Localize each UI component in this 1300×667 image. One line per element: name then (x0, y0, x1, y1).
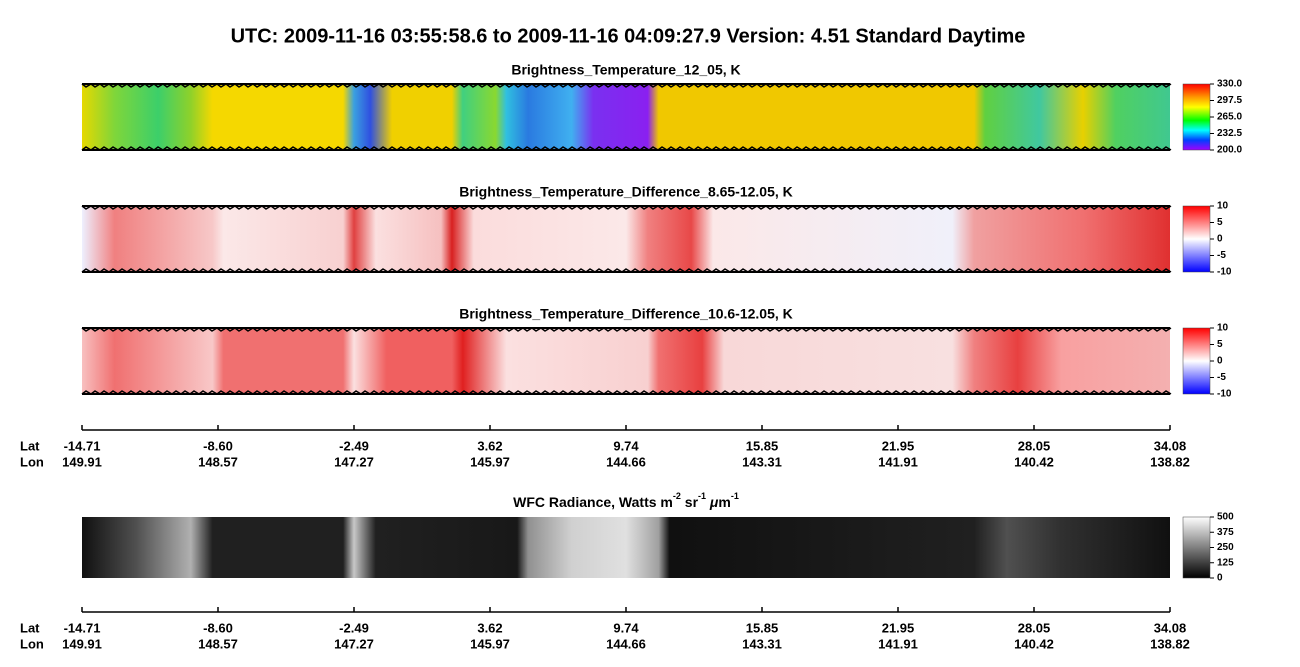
lat-label: 28.05 (1018, 438, 1051, 453)
lat-label: -2.49 (339, 620, 369, 635)
colorbar (1182, 83, 1211, 151)
colorbar-tick-label: 330.0 (1217, 79, 1242, 90)
panel-image (82, 206, 1170, 272)
lat-label: -14.71 (64, 438, 101, 453)
colorbar (1182, 516, 1211, 579)
lat-label: -14.71 (64, 620, 101, 635)
lon-label: 145.97 (470, 636, 510, 651)
colorbar-tick-label: 10 (1217, 201, 1229, 212)
colorbar-tick-label: 250 (1217, 542, 1234, 553)
colorbar-tick-label: 5 (1217, 217, 1223, 228)
lon-label: 148.57 (198, 454, 238, 469)
colorbar-tick-label: 232.5 (1217, 128, 1242, 139)
panel-title: Brightness_Temperature_Difference_8.65-1… (459, 184, 793, 200)
lon-label: 141.91 (878, 454, 918, 469)
lon-label: 147.27 (334, 636, 374, 651)
title-part: WFC Radiance, Watts m (513, 494, 673, 510)
title-part: sr (681, 494, 699, 510)
lat-label: 21.95 (882, 438, 915, 453)
title-part: m (718, 494, 730, 510)
axis-label: Lat (20, 438, 40, 453)
colorbar-tick-label: 200.0 (1217, 145, 1242, 156)
colorbar-tick-label: 500 (1217, 512, 1234, 523)
colorbar-tick-label: -5 (1217, 250, 1226, 261)
lat-label: 21.95 (882, 620, 915, 635)
lon-label: 143.31 (742, 454, 782, 469)
lon-label: 149.91 (62, 636, 102, 651)
title-part: -1 (731, 491, 739, 501)
lon-label: 147.27 (334, 454, 374, 469)
colorbar (1182, 327, 1211, 395)
figure-title: UTC: 2009-11-16 03:55:58.6 to 2009-11-16… (231, 25, 1026, 47)
lon-label: 143.31 (742, 636, 782, 651)
colorbar-tick-label: 375 (1217, 527, 1234, 538)
lat-label: 34.08 (1154, 438, 1187, 453)
colorbar (1182, 205, 1211, 273)
frame-edge (81, 390, 1172, 395)
lon-label: 138.82 (1150, 454, 1190, 469)
lat-label: 15.85 (746, 438, 779, 453)
frame-edge (81, 83, 1172, 88)
lon-label: 138.82 (1150, 636, 1190, 651)
lat-label: -8.60 (203, 620, 233, 635)
colorbar-tick-label: 265.0 (1217, 112, 1242, 123)
title-part: μ (709, 494, 719, 510)
lon-label: 145.97 (470, 454, 510, 469)
colorbar-tick-label: -10 (1217, 267, 1232, 278)
colorbar-tick-label: -5 (1217, 372, 1226, 383)
lon-label: 141.91 (878, 636, 918, 651)
panel-title: WFC Radiance, Watts m-2 sr-1 μm-1 (513, 491, 739, 509)
colorbar-tick-label: 5 (1217, 339, 1223, 350)
lat-label: -2.49 (339, 438, 369, 453)
frame-edge (81, 146, 1172, 151)
title-part: -2 (673, 491, 681, 501)
panel-image (82, 84, 1170, 150)
colorbar-tick-label: 10 (1217, 323, 1229, 334)
panel-title: Brightness_Temperature_12_05, K (511, 62, 740, 78)
lon-label: 149.91 (62, 454, 102, 469)
frame-edge (81, 205, 1172, 210)
lat-label: 15.85 (746, 620, 779, 635)
frame-edge (81, 327, 1172, 332)
lon-label: 144.66 (606, 454, 646, 469)
axis-label: Lon (20, 636, 44, 651)
lon-label: 144.66 (606, 636, 646, 651)
colorbar-tick-label: -10 (1217, 389, 1232, 400)
lat-label: 34.08 (1154, 620, 1187, 635)
panel-title: Brightness_Temperature_Difference_10.6-1… (459, 306, 793, 322)
lat-label: 28.05 (1018, 620, 1051, 635)
lon-label: 148.57 (198, 636, 238, 651)
axis-label: Lon (20, 454, 44, 469)
title-part: -1 (698, 491, 706, 501)
colorbar-tick-label: 297.5 (1217, 95, 1242, 106)
axis-label: Lat (20, 620, 40, 635)
lon-label: 140.42 (1014, 454, 1054, 469)
lat-label: 3.62 (477, 620, 502, 635)
lon-label: 140.42 (1014, 636, 1054, 651)
lat-label: 9.74 (613, 438, 639, 453)
colorbar-tick-label: 125 (1217, 557, 1234, 568)
panel-image (82, 517, 1170, 578)
frame-edge (81, 268, 1172, 273)
colorbar-tick-label: 0 (1217, 573, 1223, 584)
lat-label: 3.62 (477, 438, 502, 453)
colorbar-tick-label: 0 (1217, 356, 1223, 367)
lat-label: 9.74 (613, 620, 639, 635)
colorbar-tick-label: 0 (1217, 234, 1223, 245)
panel-image (82, 328, 1170, 394)
lat-label: -8.60 (203, 438, 233, 453)
